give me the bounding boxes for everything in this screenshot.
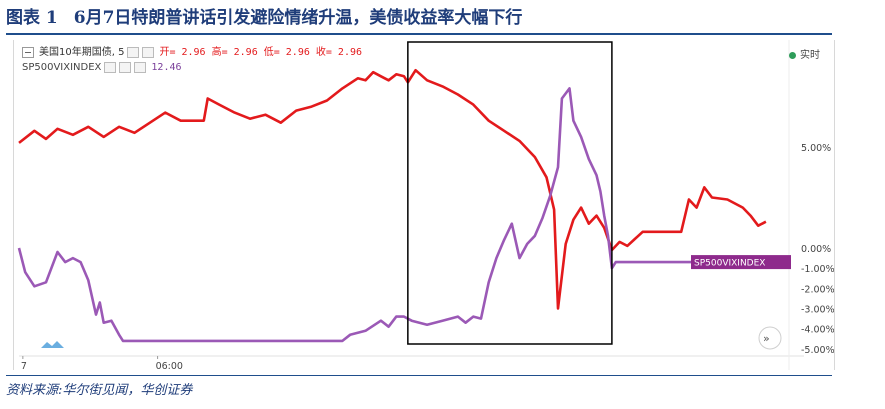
settings-icon[interactable] bbox=[127, 46, 140, 58]
figure-title-text: 6月7日特朗普讲话引发避险情绪升温，美债收益率大幅下行 bbox=[73, 8, 523, 28]
line-chart: 5.00% 0.00% -1.00% -2.00% -3.00% -4.00% -5.00%… bbox=[17, 40, 834, 370]
legend-row-vix: SP500VIXINDEX 12.46 bbox=[22, 61, 182, 75]
settings-icon[interactable] bbox=[142, 46, 155, 58]
settings-icon[interactable] bbox=[104, 61, 117, 73]
settings-icon[interactable] bbox=[134, 61, 147, 73]
vix-index-line bbox=[17, 87, 728, 343]
cloud-logo-icon bbox=[41, 341, 64, 348]
y-tick-label: 0.00% bbox=[801, 244, 831, 255]
x-tick-label: 7 bbox=[21, 361, 27, 370]
figure-number: 图表 1 bbox=[6, 8, 58, 28]
live-dot-icon bbox=[789, 51, 796, 59]
y-tick-label: -3.00% bbox=[801, 305, 834, 316]
chart-frame: 5.00% 0.00% -1.00% -2.00% -3.00% -4.00% -5.00%… bbox=[13, 40, 835, 370]
live-indicator[interactable]: 实时 bbox=[789, 46, 820, 61]
y-tick-label: -1.00% bbox=[801, 264, 834, 275]
legend-treasury-name: 美国10年期国债, 5 bbox=[39, 47, 125, 58]
title-divider bbox=[6, 33, 832, 35]
legend-vix-value: 12.46 bbox=[151, 62, 182, 73]
forward-icon[interactable] bbox=[758, 326, 782, 350]
highlight-box bbox=[407, 41, 613, 345]
vix-end-label: SP500VIXINDEX bbox=[694, 259, 765, 269]
vix-end-tag bbox=[691, 255, 791, 270]
collapse-icon[interactable] bbox=[22, 46, 34, 58]
x-tick-label: 06:00 bbox=[156, 361, 183, 370]
figure-title: 图表 1 6月7日特朗普讲话引发避险情绪升温，美债收益率大幅下行 bbox=[6, 6, 538, 30]
y-tick-label: 5.00% bbox=[801, 143, 831, 154]
y-tick-label: -5.00% bbox=[801, 345, 834, 356]
forward-icon-glyph: » bbox=[763, 332, 770, 345]
treasury-yield-line bbox=[18, 68, 767, 310]
legend-vix-name: SP500VIXINDEX bbox=[22, 62, 102, 73]
settings-icon[interactable] bbox=[119, 61, 132, 73]
legend-treasury-ohlc: 开= 2.96 高= 2.96 低= 2.96 收= 2.96 bbox=[159, 47, 363, 58]
y-tick-label: -2.00% bbox=[801, 284, 834, 295]
y-tick-label: -4.00% bbox=[801, 325, 834, 336]
legend-row-treasury: 美国10年期国债, 5 开= 2.96 高= 2.96 低= 2.96 收= 2.… bbox=[22, 46, 362, 60]
source-note: 资料来源:华尔街见闻，华创证券 bbox=[6, 383, 193, 398]
live-label: 实时 bbox=[800, 50, 820, 61]
source-divider bbox=[6, 375, 832, 376]
